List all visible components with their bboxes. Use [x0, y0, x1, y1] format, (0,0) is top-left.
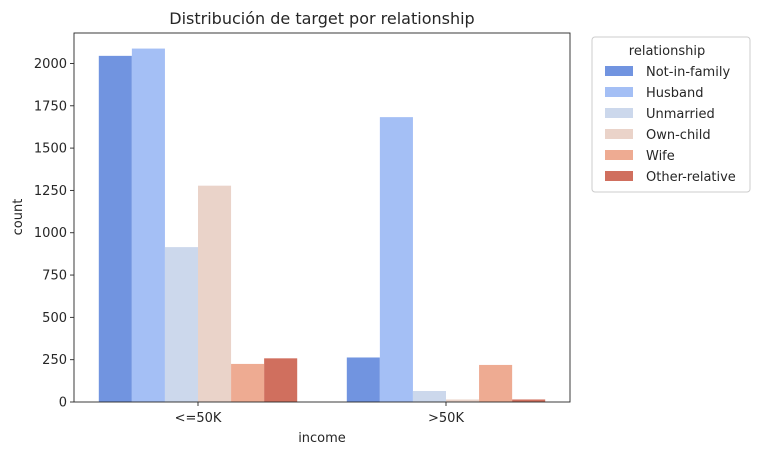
legend-swatch	[605, 129, 633, 139]
legend-swatch	[605, 87, 633, 97]
bar-wife-0	[231, 363, 265, 402]
bar-other-relative-0	[264, 358, 298, 402]
x-axis-label: income	[298, 431, 346, 446]
bar-unmarried-0	[164, 247, 198, 402]
bar-husband-0	[131, 48, 165, 402]
y-tick-label: 1500	[34, 142, 67, 157]
legend-swatch	[605, 171, 633, 181]
legend-label: Not-in-family	[646, 65, 730, 80]
bar-not-in-family-0	[98, 55, 132, 402]
y-axis: 0 250 500 750 1000 1250 1500 1750 2000	[34, 57, 74, 411]
legend-label: Unmarried	[646, 107, 715, 122]
legend-label: Other-relative	[646, 170, 736, 185]
legend-swatch	[605, 66, 633, 76]
y-tick-label: 0	[59, 396, 67, 411]
chart-title: Distribución de target por relationship	[169, 9, 474, 28]
legend-items: Not-in-family Husband Unmarried Own-child Wi…	[605, 65, 736, 185]
bar-unmarried-1	[412, 391, 446, 402]
legend-swatch	[605, 108, 633, 118]
bar-own-child-0	[198, 185, 232, 402]
legend-label: Husband	[646, 86, 704, 101]
bar-husband-1	[379, 117, 413, 402]
y-tick-label: 1000	[34, 226, 67, 241]
y-axis-label: count	[11, 199, 26, 236]
y-tick-label: 500	[42, 311, 67, 326]
legend-title: relationship	[629, 44, 705, 59]
legend-label: Wife	[646, 149, 675, 164]
legend: relationship Not-in-family Husband Unmarri…	[591, 36, 751, 193]
legend-label: Own-child	[646, 128, 711, 143]
bar-other-relative-1	[512, 399, 546, 402]
x-tick-label: >50K	[428, 411, 464, 426]
bar-own-child-1	[446, 399, 480, 402]
y-tick-label: 1750	[34, 99, 67, 114]
y-tick-label: 750	[42, 269, 67, 284]
plot-frame	[73, 32, 571, 403]
bar-wife-1	[479, 364, 513, 402]
y-tick-label: 2000	[34, 57, 67, 72]
y-tick-label: 1250	[34, 184, 67, 199]
y-tick-label: 250	[42, 353, 67, 368]
x-axis: <=50K >50K	[175, 402, 464, 426]
legend-swatch	[605, 150, 633, 160]
bar-not-in-family-1	[346, 357, 380, 402]
bars	[98, 48, 546, 402]
x-tick-label: <=50K	[175, 411, 222, 426]
